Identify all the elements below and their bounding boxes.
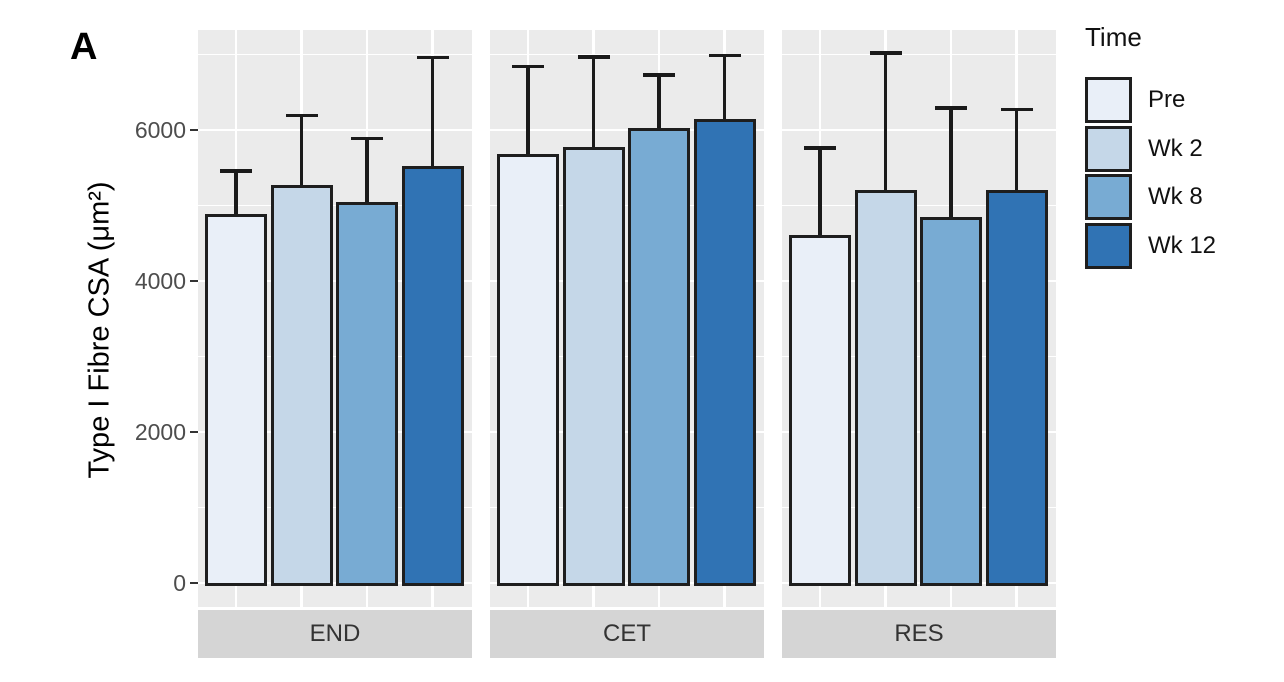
error-bar [657,74,661,136]
error-bar-cap [351,136,383,141]
y-tick-label: 6000 [134,117,186,143]
bar-end-wk2 [270,185,333,587]
bar-cet-pre [497,154,559,587]
error-bar [299,115,304,194]
bar-end-pre [205,213,267,587]
error-bar [526,66,530,163]
error-bar-cap [869,51,902,55]
gridline-major [198,430,472,434]
gridline-major [490,581,764,585]
gridline-major [782,581,1056,585]
panel-label: A [70,26,98,68]
bar-end-wk8 [336,201,398,587]
legend-label: Wk 8 [1148,183,1203,210]
gridline-major [782,430,1056,434]
gridline-minor [198,506,472,509]
gridline-major [198,128,472,132]
bar-res-wk12 [985,190,1048,587]
gridline-major [490,279,764,283]
y-tick-label: 4000 [134,268,186,294]
error-bar-cap [643,73,675,77]
facet-strip-res: RES [782,610,1056,658]
error-bar [234,170,238,222]
error-bar [949,108,953,225]
bar-res-wk8 [920,216,982,587]
gridline-minor [782,506,1056,509]
facet-strip-label: CET [603,620,651,647]
facet-strip-label: END [309,620,361,647]
facet-strip-cet: CET [490,610,764,658]
error-bar [430,57,435,175]
gridline-major [490,430,764,434]
error-bar [365,138,369,210]
error-bar [883,52,888,198]
bar-cet-wk2 [562,146,625,587]
error-bar-cap [416,55,449,60]
error-bar-cap [220,169,252,173]
y-tick-mark [190,430,198,434]
gridline-major [198,581,472,585]
bar-end-wk12 [401,166,464,587]
legend-label: Wk 12 [1148,231,1217,259]
gridline-minor [782,355,1056,358]
error-bar [818,148,822,243]
gridline-major [490,128,764,132]
error-bar-cap [1000,107,1033,112]
error-bar-cap [577,55,610,59]
legend-title: Time [1085,22,1142,52]
y-tick-label: 2000 [134,419,186,445]
gridline-minor [490,355,764,358]
error-bar-cap [804,146,836,150]
legend-key-wk2 [1085,125,1132,172]
error-bar [591,56,596,155]
legend-key-wk12 [1085,222,1132,269]
bar-cet-wk12 [693,118,756,587]
gridline-minor [198,53,472,56]
bar-res-wk2 [854,189,917,587]
gridline-major [782,279,1056,283]
gridline-major [782,128,1056,132]
error-bar-cap [935,106,967,110]
error-bar-cap [285,113,318,118]
bar-res-pre [789,234,851,587]
error-bar-cap [512,64,544,69]
error-bar [722,55,727,127]
y-tick-mark [190,128,198,132]
bar-cet-wk8 [628,127,690,587]
gridline-major [198,279,472,283]
gridline-minor [490,53,764,56]
gridline-minor [490,506,764,509]
facet-strip-label: RES [894,620,944,647]
legend-label: Pre [1148,86,1186,113]
gridline-minor [782,53,1056,56]
y-tick-mark [190,279,198,283]
y-tick-mark [190,581,198,585]
gridline-minor [490,204,764,207]
error-bar [1014,109,1019,199]
legend-key-pre [1085,77,1132,123]
gridline-minor [198,204,472,207]
error-bar-cap [708,53,741,57]
y-tick-label: 0 [173,570,186,596]
legend-label: Wk 2 [1148,134,1203,162]
legend-key-wk8 [1085,174,1132,220]
facet-strip-end: END [198,610,472,658]
gridline-minor [782,204,1056,207]
gridline-minor [198,355,472,358]
